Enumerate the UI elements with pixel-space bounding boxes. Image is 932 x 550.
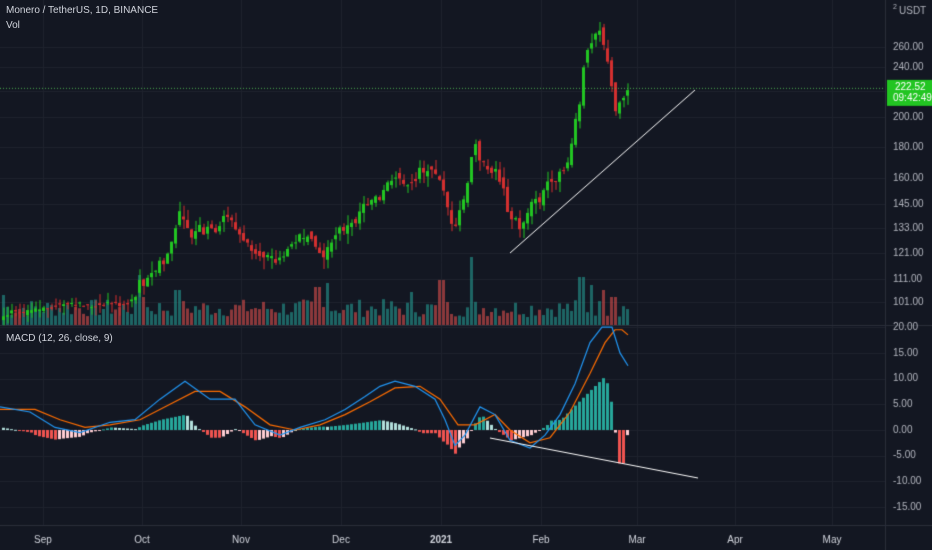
macd-label: MACD (12, 26, close, 9) <box>6 333 113 344</box>
volume-label: Vol <box>6 20 20 31</box>
symbol-title: Monero / TetherUS, 1D, BINANCE <box>6 5 159 16</box>
